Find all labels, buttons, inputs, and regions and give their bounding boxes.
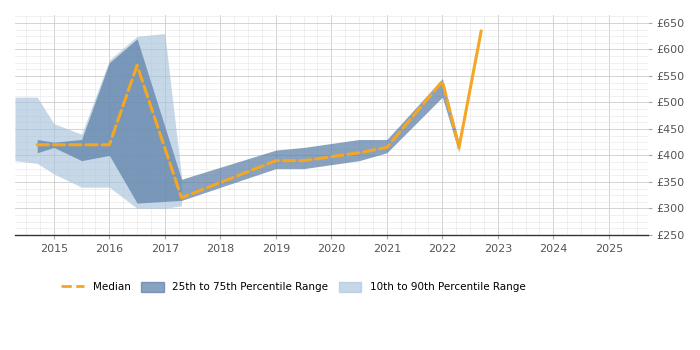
Legend: Median, 25th to 75th Percentile Range, 10th to 90th Percentile Range: Median, 25th to 75th Percentile Range, 1… bbox=[58, 279, 528, 296]
